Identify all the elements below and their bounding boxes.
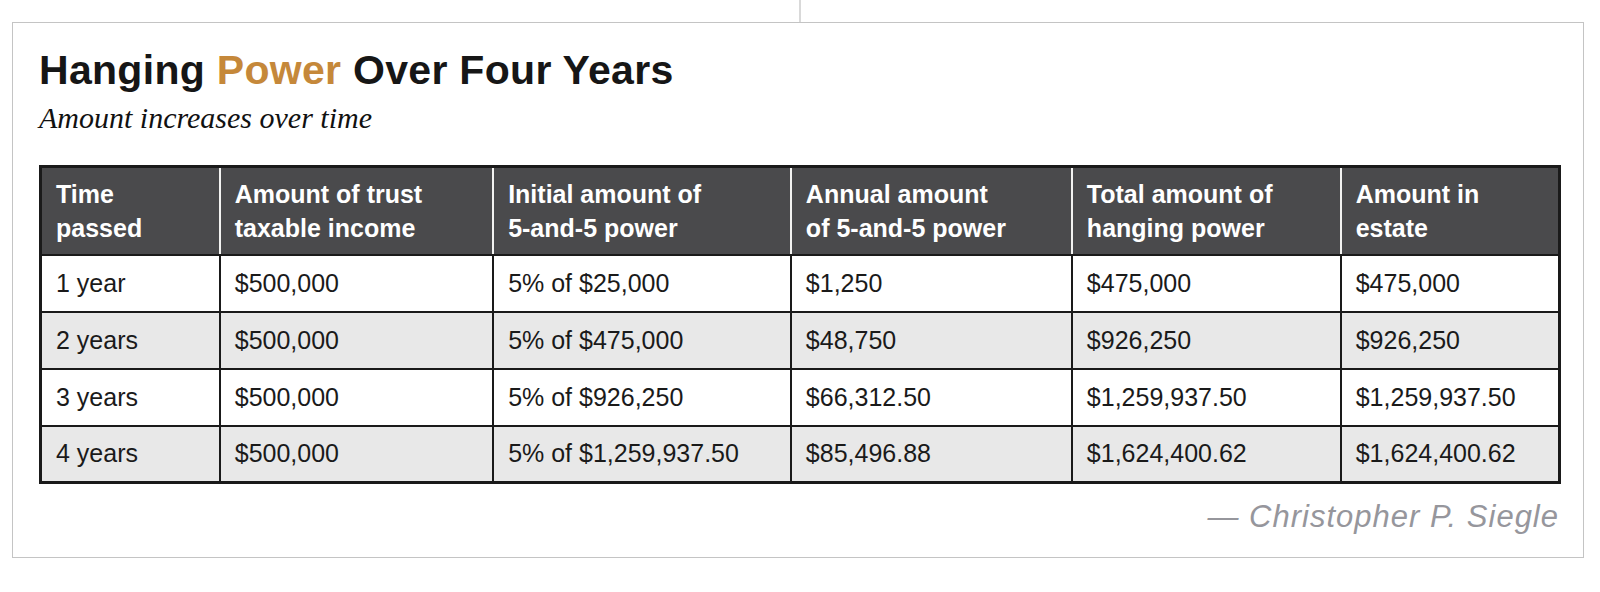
title-part-1: Hanging: [39, 47, 217, 93]
table-row: 4 years$500,0005% of $1,259,937.50$85,49…: [41, 426, 1560, 483]
table-cell: 5% of $1,259,937.50: [493, 426, 791, 483]
table-cell: 5% of $475,000: [493, 312, 791, 369]
table-cell: $475,000: [1341, 255, 1560, 312]
table-cell: $1,250: [791, 255, 1072, 312]
table-cell: 4 years: [41, 426, 220, 483]
table-header-row: Time passedAmount of trust taxable incom…: [41, 167, 1560, 255]
table-cell: $66,312.50: [791, 369, 1072, 426]
table-row: 2 years$500,0005% of $475,000$48,750$926…: [41, 312, 1560, 369]
column-header: Annual amount of 5-and-5 power: [791, 167, 1072, 255]
column-header: Initial amount of 5-and-5 power: [493, 167, 791, 255]
attribution: — Christopher P. Siegle: [39, 496, 1559, 538]
infographic-card: Hanging Power Over Four Years Amount inc…: [12, 22, 1584, 558]
table-cell: $1,259,937.50: [1341, 369, 1560, 426]
table-cell: $500,000: [220, 426, 493, 483]
table-row: 3 years$500,0005% of $926,250$66,312.50$…: [41, 369, 1560, 426]
table-cell: 2 years: [41, 312, 220, 369]
table-cell: $1,259,937.50: [1072, 369, 1341, 426]
title-highlight: Power: [217, 47, 342, 93]
page-title: Hanging Power Over Four Years: [39, 47, 1559, 93]
table-cell: 1 year: [41, 255, 220, 312]
table-cell: $1,624,400.62: [1341, 426, 1560, 483]
subtitle: Amount increases over time: [39, 99, 1559, 137]
table-cell: $926,250: [1072, 312, 1341, 369]
table-cell: 5% of $25,000: [493, 255, 791, 312]
table-cell: $48,750: [791, 312, 1072, 369]
table-cell: 5% of $926,250: [493, 369, 791, 426]
table-cell: $500,000: [220, 312, 493, 369]
table-header-row: Time passedAmount of trust taxable incom…: [41, 167, 1560, 255]
table-cell: 3 years: [41, 369, 220, 426]
table-cell: $926,250: [1341, 312, 1560, 369]
column-header: Amount in estate: [1341, 167, 1560, 255]
title-part-2: Over Four Years: [341, 47, 673, 93]
table-row: 1 year$500,0005% of $25,000$1,250$475,00…: [41, 255, 1560, 312]
table-cell: $85,496.88: [791, 426, 1072, 483]
page-column-divider: [799, 0, 801, 23]
table-cell: $500,000: [220, 369, 493, 426]
column-header: Total amount of hanging power: [1072, 167, 1341, 255]
table-cell: $475,000: [1072, 255, 1341, 312]
table-cell: $500,000: [220, 255, 493, 312]
column-header: Amount of trust taxable income: [220, 167, 493, 255]
data-table: Time passedAmount of trust taxable incom…: [39, 165, 1561, 484]
table-body: 1 year$500,0005% of $25,000$1,250$475,00…: [41, 255, 1560, 483]
table-cell: $1,624,400.62: [1072, 426, 1341, 483]
column-header: Time passed: [41, 167, 220, 255]
